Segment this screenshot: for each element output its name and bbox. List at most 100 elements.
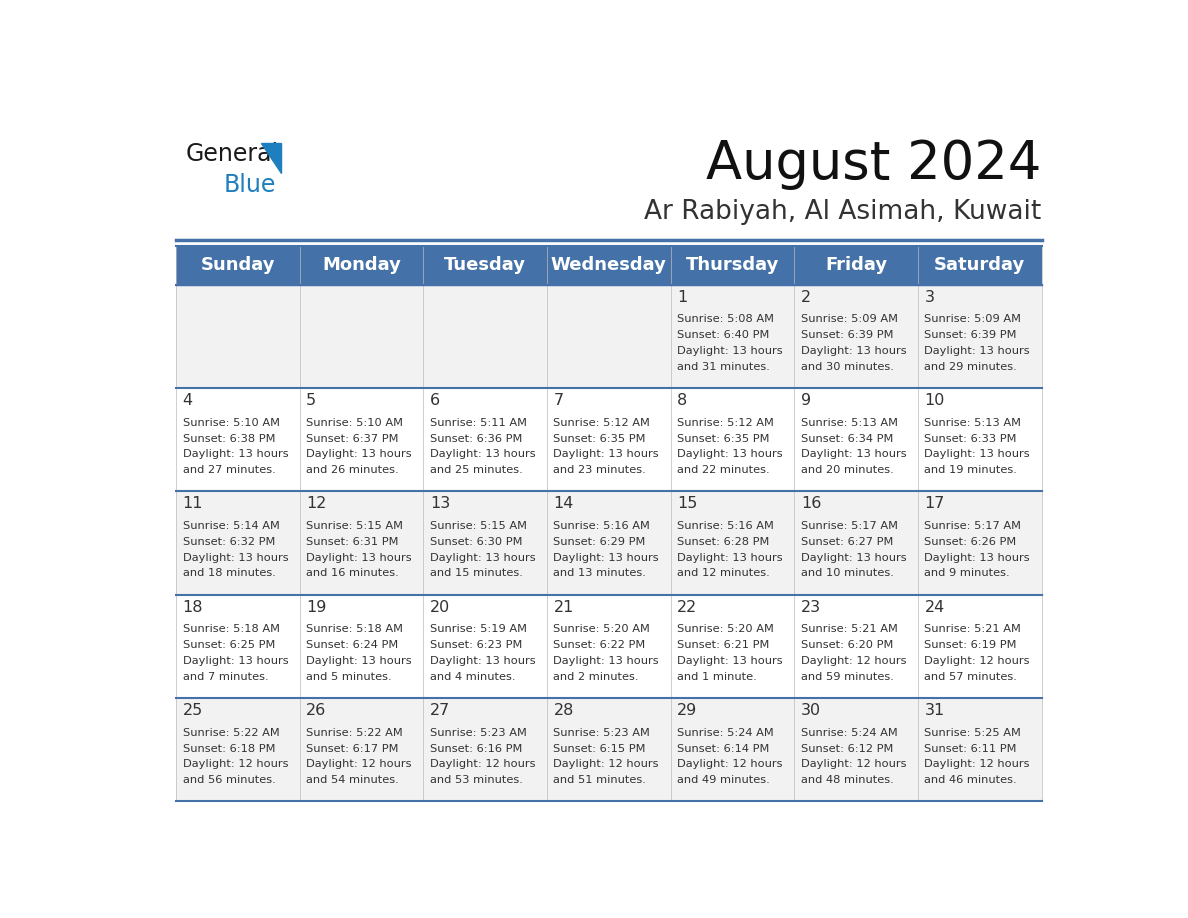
Text: Sunset: 6:27 PM: Sunset: 6:27 PM bbox=[801, 537, 893, 547]
Bar bbox=[918, 246, 1042, 285]
Text: and 7 minutes.: and 7 minutes. bbox=[183, 672, 268, 682]
Text: Sunset: 6:18 PM: Sunset: 6:18 PM bbox=[183, 744, 276, 754]
Text: 24: 24 bbox=[924, 599, 944, 615]
Text: Sunrise: 5:16 AM: Sunrise: 5:16 AM bbox=[677, 521, 775, 532]
Bar bbox=[546, 595, 671, 698]
Text: Sunset: 6:16 PM: Sunset: 6:16 PM bbox=[430, 744, 523, 754]
Text: 21: 21 bbox=[554, 599, 574, 615]
Text: 14: 14 bbox=[554, 497, 574, 511]
Text: and 22 minutes.: and 22 minutes. bbox=[677, 465, 770, 475]
Text: Daylight: 13 hours: Daylight: 13 hours bbox=[430, 449, 536, 459]
Text: and 16 minutes.: and 16 minutes. bbox=[307, 568, 399, 578]
Text: Sunset: 6:35 PM: Sunset: 6:35 PM bbox=[677, 433, 770, 443]
Text: 2: 2 bbox=[801, 290, 811, 305]
Text: and 51 minutes.: and 51 minutes. bbox=[554, 775, 646, 785]
Text: 10: 10 bbox=[924, 393, 944, 408]
Text: Daylight: 12 hours: Daylight: 12 hours bbox=[801, 759, 906, 769]
Text: Sunset: 6:14 PM: Sunset: 6:14 PM bbox=[677, 744, 770, 754]
Text: Sunrise: 5:18 AM: Sunrise: 5:18 AM bbox=[307, 624, 403, 634]
Text: and 30 minutes.: and 30 minutes. bbox=[801, 362, 893, 372]
Text: 9: 9 bbox=[801, 393, 811, 408]
Bar bbox=[546, 491, 671, 595]
Text: Sunset: 6:37 PM: Sunset: 6:37 PM bbox=[307, 433, 399, 443]
Text: Sunrise: 5:12 AM: Sunrise: 5:12 AM bbox=[554, 418, 650, 428]
Text: Sunrise: 5:23 AM: Sunrise: 5:23 AM bbox=[430, 728, 526, 738]
Text: 3: 3 bbox=[924, 290, 935, 305]
Text: 20: 20 bbox=[430, 599, 450, 615]
Text: Sunset: 6:22 PM: Sunset: 6:22 PM bbox=[554, 640, 646, 650]
Text: and 57 minutes.: and 57 minutes. bbox=[924, 672, 1017, 682]
Text: Daylight: 13 hours: Daylight: 13 hours bbox=[677, 346, 783, 356]
Text: 18: 18 bbox=[183, 599, 203, 615]
Text: 8: 8 bbox=[677, 393, 688, 408]
Text: Sunrise: 5:20 AM: Sunrise: 5:20 AM bbox=[554, 624, 650, 634]
Text: 28: 28 bbox=[554, 703, 574, 718]
Bar bbox=[795, 491, 918, 595]
Text: Tuesday: Tuesday bbox=[444, 256, 526, 274]
Bar bbox=[918, 491, 1042, 595]
Text: 12: 12 bbox=[307, 497, 327, 511]
Bar bbox=[671, 388, 795, 491]
Bar bbox=[546, 285, 671, 388]
Text: Sunrise: 5:19 AM: Sunrise: 5:19 AM bbox=[430, 624, 526, 634]
Text: and 25 minutes.: and 25 minutes. bbox=[430, 465, 523, 475]
Bar bbox=[176, 698, 299, 801]
Text: 25: 25 bbox=[183, 703, 203, 718]
Bar bbox=[176, 388, 299, 491]
Bar bbox=[671, 595, 795, 698]
Text: 5: 5 bbox=[307, 393, 316, 408]
Text: Daylight: 12 hours: Daylight: 12 hours bbox=[554, 759, 659, 769]
Text: 31: 31 bbox=[924, 703, 944, 718]
Text: Sunset: 6:20 PM: Sunset: 6:20 PM bbox=[801, 640, 893, 650]
Text: Daylight: 12 hours: Daylight: 12 hours bbox=[924, 656, 1030, 666]
Text: Daylight: 12 hours: Daylight: 12 hours bbox=[801, 656, 906, 666]
Text: 22: 22 bbox=[677, 599, 697, 615]
Text: and 53 minutes.: and 53 minutes. bbox=[430, 775, 523, 785]
Text: Sunset: 6:34 PM: Sunset: 6:34 PM bbox=[801, 433, 893, 443]
Bar bbox=[299, 285, 423, 388]
Text: Daylight: 12 hours: Daylight: 12 hours bbox=[183, 759, 287, 769]
Bar bbox=[423, 246, 546, 285]
Text: Daylight: 12 hours: Daylight: 12 hours bbox=[307, 759, 412, 769]
Text: and 27 minutes.: and 27 minutes. bbox=[183, 465, 276, 475]
Text: Sunrise: 5:11 AM: Sunrise: 5:11 AM bbox=[430, 418, 526, 428]
Text: General: General bbox=[185, 142, 278, 166]
Text: Sunrise: 5:16 AM: Sunrise: 5:16 AM bbox=[554, 521, 650, 532]
Text: Sunrise: 5:12 AM: Sunrise: 5:12 AM bbox=[677, 418, 775, 428]
Text: Daylight: 13 hours: Daylight: 13 hours bbox=[677, 553, 783, 563]
Text: Sunset: 6:31 PM: Sunset: 6:31 PM bbox=[307, 537, 399, 547]
Text: and 54 minutes.: and 54 minutes. bbox=[307, 775, 399, 785]
Text: Sunset: 6:35 PM: Sunset: 6:35 PM bbox=[554, 433, 646, 443]
Text: Sunset: 6:15 PM: Sunset: 6:15 PM bbox=[554, 744, 646, 754]
Text: Daylight: 13 hours: Daylight: 13 hours bbox=[307, 656, 412, 666]
Text: Daylight: 13 hours: Daylight: 13 hours bbox=[677, 449, 783, 459]
Bar bbox=[671, 246, 795, 285]
Text: Sunset: 6:24 PM: Sunset: 6:24 PM bbox=[307, 640, 398, 650]
Text: Monday: Monday bbox=[322, 256, 402, 274]
Text: 17: 17 bbox=[924, 497, 944, 511]
Text: Daylight: 13 hours: Daylight: 13 hours bbox=[307, 449, 412, 459]
Bar bbox=[176, 285, 299, 388]
Text: Daylight: 13 hours: Daylight: 13 hours bbox=[183, 449, 289, 459]
Text: Sunset: 6:21 PM: Sunset: 6:21 PM bbox=[677, 640, 770, 650]
Text: Sunset: 6:33 PM: Sunset: 6:33 PM bbox=[924, 433, 1017, 443]
Text: and 4 minutes.: and 4 minutes. bbox=[430, 672, 516, 682]
Text: Daylight: 12 hours: Daylight: 12 hours bbox=[924, 759, 1030, 769]
Bar bbox=[671, 285, 795, 388]
Text: and 48 minutes.: and 48 minutes. bbox=[801, 775, 893, 785]
Text: and 15 minutes.: and 15 minutes. bbox=[430, 568, 523, 578]
Text: Sunset: 6:30 PM: Sunset: 6:30 PM bbox=[430, 537, 523, 547]
Text: Sunrise: 5:24 AM: Sunrise: 5:24 AM bbox=[677, 728, 773, 738]
Text: Sunrise: 5:22 AM: Sunrise: 5:22 AM bbox=[183, 728, 279, 738]
Text: and 2 minutes.: and 2 minutes. bbox=[554, 672, 639, 682]
Text: Daylight: 13 hours: Daylight: 13 hours bbox=[183, 656, 289, 666]
Text: Sunset: 6:11 PM: Sunset: 6:11 PM bbox=[924, 744, 1017, 754]
Text: Daylight: 13 hours: Daylight: 13 hours bbox=[307, 553, 412, 563]
Text: Sunrise: 5:10 AM: Sunrise: 5:10 AM bbox=[307, 418, 403, 428]
Bar bbox=[546, 698, 671, 801]
Text: Sunrise: 5:23 AM: Sunrise: 5:23 AM bbox=[554, 728, 650, 738]
Text: and 46 minutes.: and 46 minutes. bbox=[924, 775, 1017, 785]
Text: Daylight: 13 hours: Daylight: 13 hours bbox=[801, 346, 906, 356]
Text: Sunset: 6:28 PM: Sunset: 6:28 PM bbox=[677, 537, 770, 547]
Bar bbox=[918, 595, 1042, 698]
